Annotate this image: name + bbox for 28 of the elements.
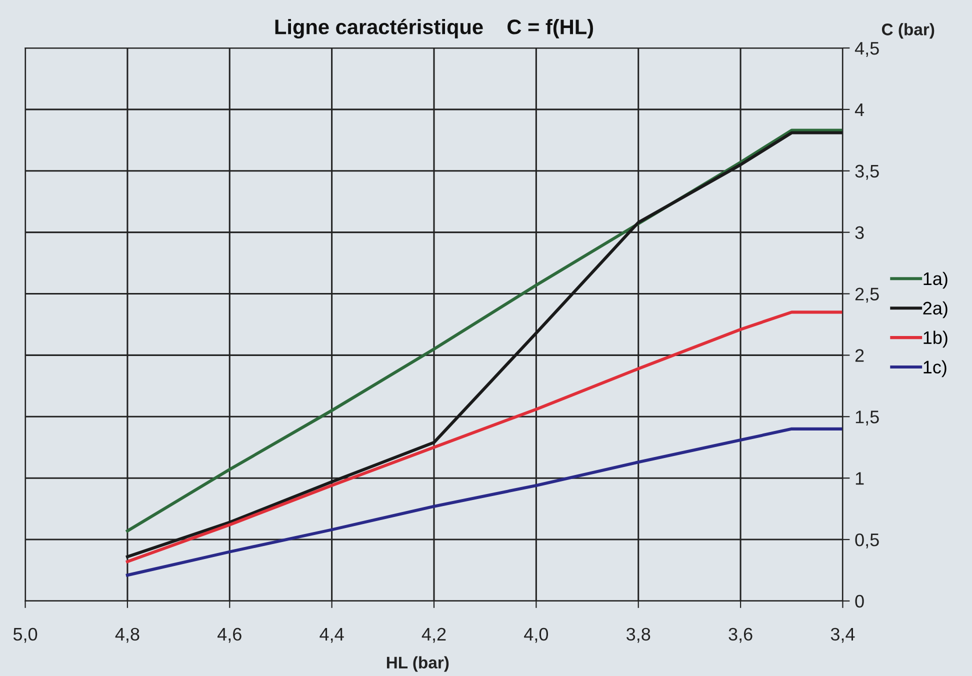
x-tick-label: 4,8 <box>115 628 140 643</box>
y-tick-label: 3,5 <box>855 164 879 180</box>
line-series <box>126 427 843 577</box>
legend-label: 1b) <box>924 330 948 348</box>
chart-title: Ligne caractéristique C = f(HL) <box>275 18 594 39</box>
x-tick-label: 4,0 <box>524 628 548 643</box>
y-tick-label: 2,5 <box>855 288 879 303</box>
y-tick-label: 2 <box>855 349 864 362</box>
x-axis-title: HL (bar) <box>386 656 449 672</box>
y-tick-label: 4 <box>854 104 864 116</box>
x-tick-label: 5,0 <box>13 628 38 643</box>
y-tick-label: 1,5 <box>856 410 879 426</box>
y-axis-title: C (bar) <box>882 23 934 39</box>
line-series <box>126 310 843 564</box>
y-tick-label: 0,5 <box>855 533 879 548</box>
x-tick-label: 4,6 <box>218 628 242 643</box>
x-tick-label: 3,6 <box>728 628 752 643</box>
x-tick-label: 3,8 <box>626 628 650 643</box>
legend-label: 1a) <box>924 272 948 289</box>
y-tick-label: 3 <box>855 226 864 240</box>
x-tick-label: 4,4 <box>320 628 344 643</box>
legend-label: 2a) <box>923 301 948 318</box>
x-tick-label: 4,2 <box>422 628 446 643</box>
y-tick-label: 0 <box>855 594 864 608</box>
x-tick-label: 3,4 <box>830 628 855 643</box>
y-tick-label: 1 <box>856 472 864 485</box>
legend-label: 1c) <box>924 360 946 378</box>
y-tick-label: 4,5 <box>854 42 879 57</box>
